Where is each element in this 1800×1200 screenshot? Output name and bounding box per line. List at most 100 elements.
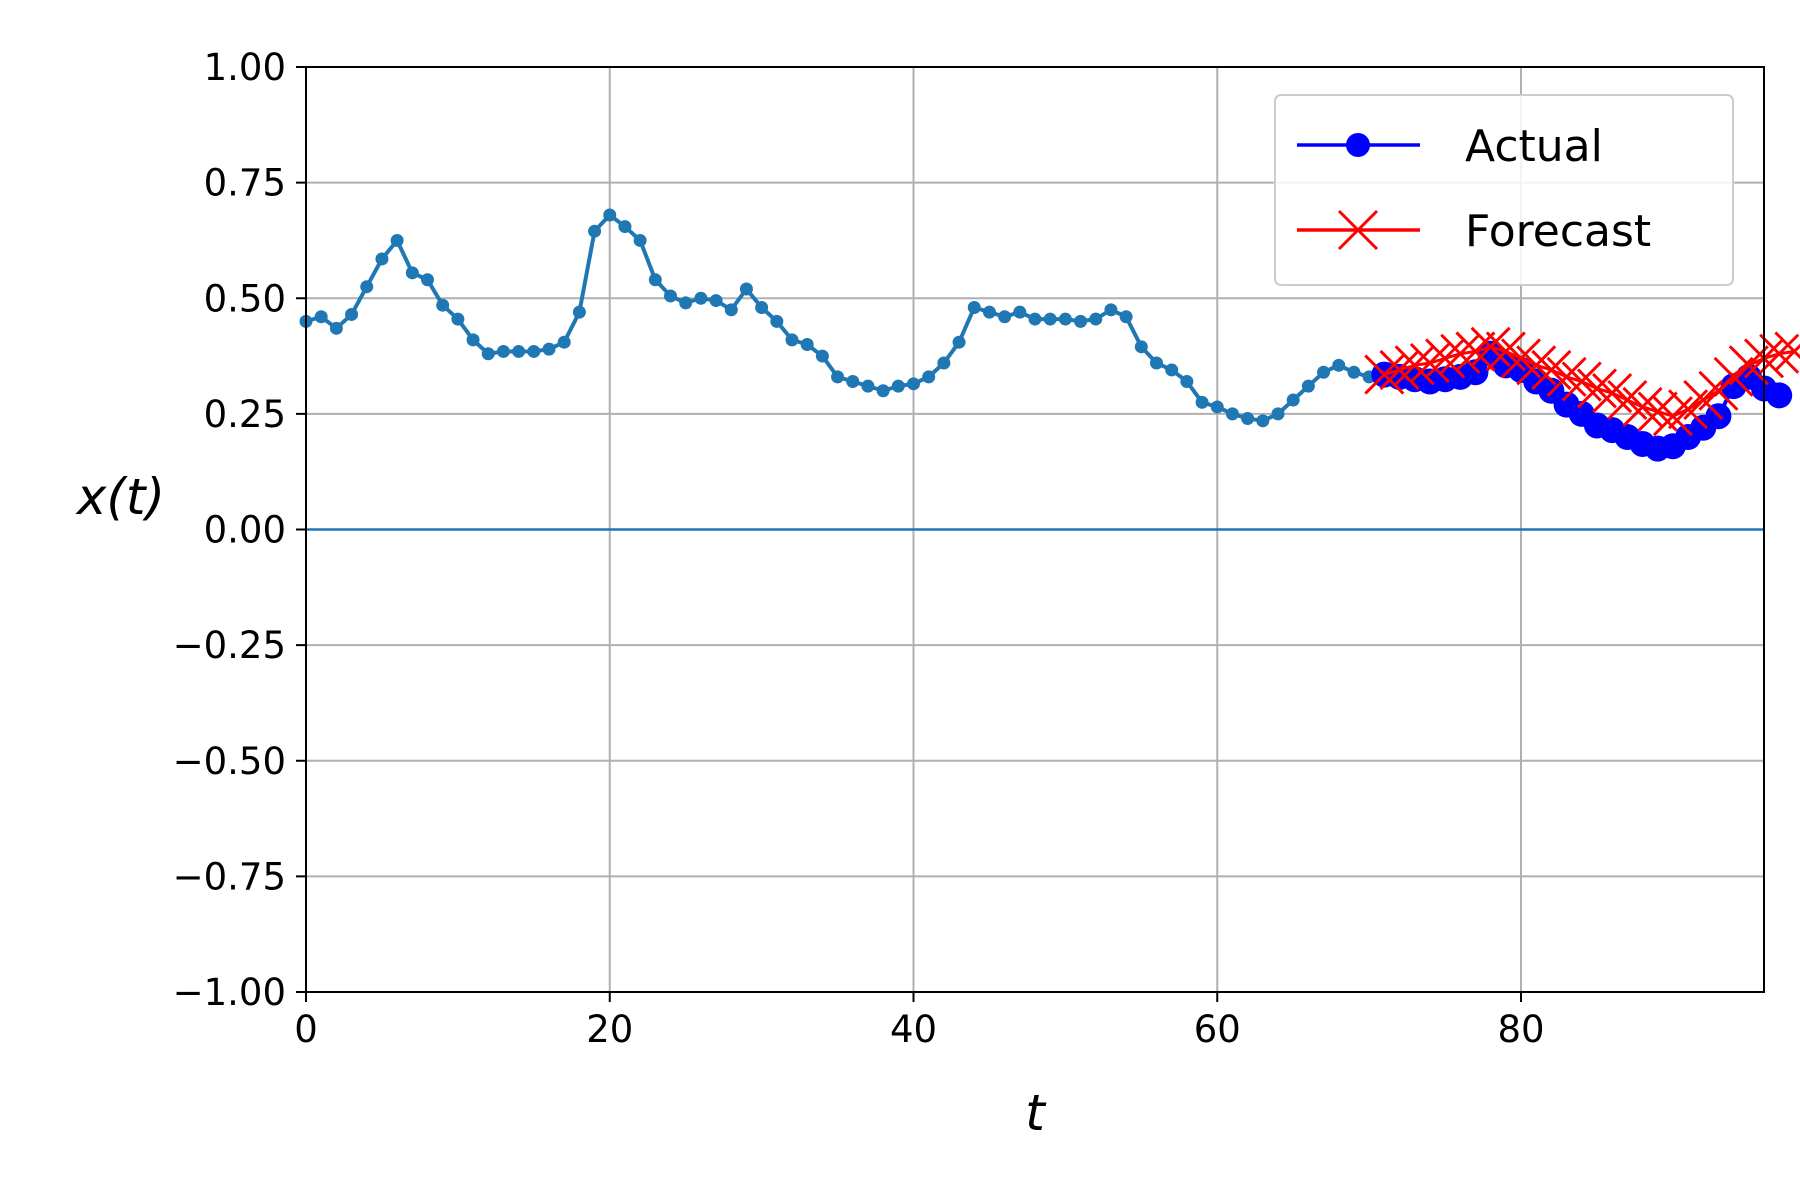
history-point [982,305,996,319]
history-point [709,294,723,308]
forecast-point [1592,373,1633,414]
history-point [679,296,693,310]
forecast-point [1576,368,1618,409]
history-point [345,307,359,321]
forecast-point [1728,345,1769,386]
plot-area [299,208,1800,531]
y-tick-label: −0.50 [173,740,286,783]
legend-actual-marker [1346,133,1370,157]
history-point [1301,379,1315,393]
history-point [770,314,784,328]
history-point [785,333,799,347]
history-point [1317,365,1331,379]
history-point [1134,340,1148,354]
history-point [846,375,860,388]
history-point [1013,305,1027,319]
history-point [861,379,875,393]
history-point [1210,400,1224,414]
history-point [1104,303,1118,317]
x-tick-label: 0 [294,1008,318,1051]
history-point [1332,358,1346,372]
actual-point [1766,382,1793,409]
history-point [998,310,1012,324]
legend-forecast-marker [1337,209,1379,251]
history-point [664,289,677,303]
forecast-point [1531,349,1572,390]
history-point [1347,365,1361,379]
actual-point [1462,359,1489,386]
history-point [329,321,343,335]
x-tick-label: 40 [890,1008,937,1051]
forecast-point [1774,331,1800,372]
history-point [1043,312,1057,326]
history-point [1074,314,1088,328]
x-tick-label: 60 [1194,1008,1241,1051]
x-tick-label: 80 [1497,1008,1544,1051]
forecast-point [1500,338,1542,379]
history-point [815,349,829,363]
history-point [1119,310,1133,324]
forecast-point [1759,333,1800,374]
y-tick-label: −1.00 [173,971,286,1014]
history-point [572,305,586,319]
x-tick-label: 20 [586,1008,633,1051]
history-point [648,273,662,287]
history-point [512,344,526,358]
history-point [739,282,753,296]
history-point [800,338,814,351]
history-point [1058,312,1072,326]
forecast-point [1607,379,1648,421]
forecast-point [1637,391,1678,432]
history-point [481,347,495,361]
history-point [876,384,890,398]
x-axis-title: t [1025,1084,1047,1142]
history-point [557,335,571,349]
history-point [360,280,374,294]
forecast-point [1516,345,1557,386]
forecast-point [1409,342,1450,384]
y-tick-label: −0.75 [173,855,286,898]
history-point [1195,395,1209,409]
history-point [603,208,617,222]
y-tick-label: 0.25 [204,393,286,436]
history-point [1028,312,1042,326]
forecast-point [1470,326,1511,367]
history-point [922,370,936,384]
history-point [466,333,480,347]
history-point [1180,375,1194,388]
history-point [1225,407,1239,421]
history-point [907,377,920,391]
forecast-point [1455,331,1496,372]
legend: Actual Forecast [1274,94,1734,286]
history-point [618,220,632,234]
forecast-point [1561,361,1602,402]
history-point [496,344,510,358]
history-point [314,310,328,324]
forecast-point [1652,396,1693,437]
history-point [1286,393,1300,407]
history-point [891,379,905,393]
history-point [1150,356,1163,370]
history-point [755,301,769,314]
forecast-point [1485,331,1526,372]
legend-box [1274,94,1734,286]
history-point [937,356,951,370]
history-point [542,342,556,356]
history-point [390,233,404,247]
history-point [1256,414,1270,428]
history-point [375,252,389,266]
history-point [527,344,541,358]
history-point [694,291,708,305]
history-point [588,224,602,238]
history-point [967,301,981,314]
y-tick-label: −0.25 [173,624,286,667]
y-tick-label: 1.00 [204,46,286,89]
history-point [633,233,647,247]
history-point [952,335,966,349]
history-point [1271,407,1285,421]
history-point [1165,363,1179,377]
history-point [831,370,845,384]
axis-ticks: 0 20 40 60 80 −1.00 −0.75 −0.50 −0.25 0.00 0.25 0.5… [173,46,1545,1051]
legend-forecast-label: Forecast [1465,206,1651,257]
